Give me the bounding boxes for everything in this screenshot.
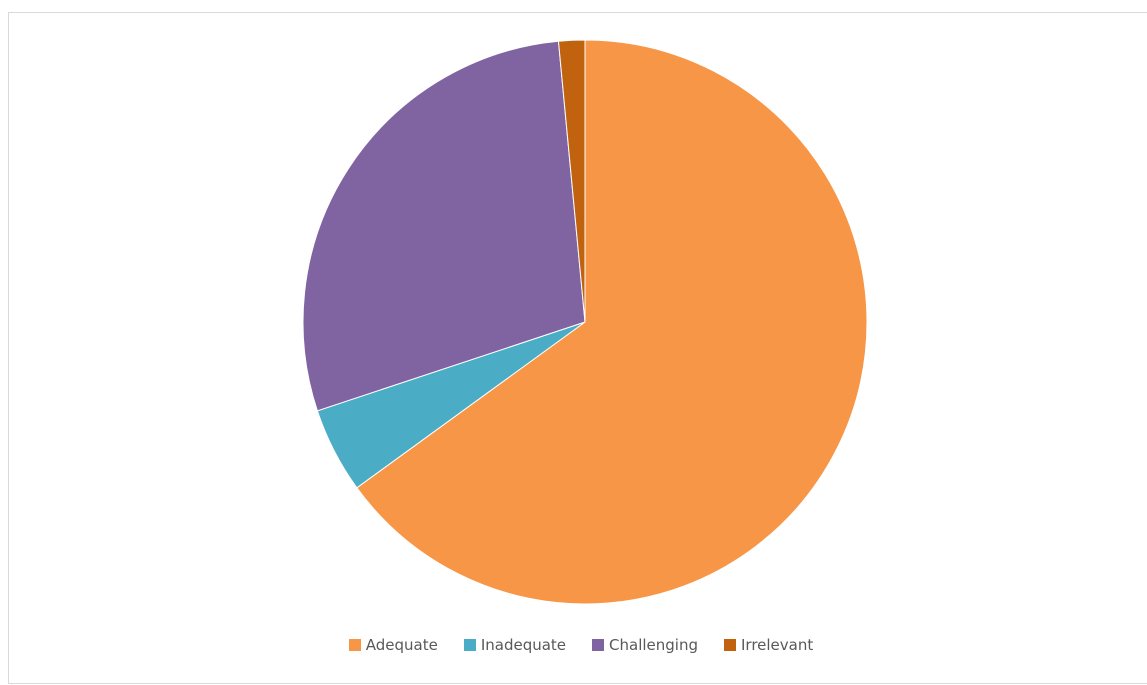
legend-swatch-challenging xyxy=(592,639,605,651)
pie-slice-irrelevant xyxy=(557,39,586,323)
pie-chart xyxy=(302,39,868,605)
legend-label-irrelevant: Irrelevant xyxy=(741,636,814,654)
legend-label-adequate: Adequate xyxy=(365,636,438,654)
legend-swatch-inadequate xyxy=(463,639,476,651)
legend-item-challenging: Challenging xyxy=(592,636,698,654)
chart-frame: Adequate Inadequate Challenging Irreleva… xyxy=(8,12,1147,684)
pie-slice-challenging xyxy=(302,40,586,412)
pie-slice-adequate xyxy=(356,39,868,605)
legend: Adequate Inadequate Challenging Irreleva… xyxy=(9,636,1147,654)
legend-item-adequate: Adequate xyxy=(348,636,438,654)
legend-label-challenging: Challenging xyxy=(609,636,698,654)
legend-label-inadequate: Inadequate xyxy=(480,636,567,654)
legend-swatch-irrelevant xyxy=(724,639,736,651)
legend-item-inadequate: Inadequate xyxy=(463,636,567,654)
legend-item-irrelevant: Irrelevant xyxy=(724,636,813,654)
legend-swatch-adequate xyxy=(348,639,361,651)
